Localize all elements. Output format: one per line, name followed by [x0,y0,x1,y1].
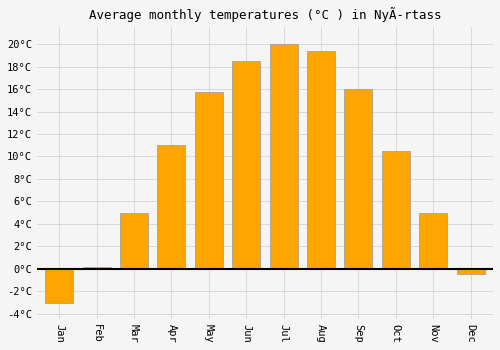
Bar [456,269,484,274]
Bar [419,213,447,269]
Bar [344,89,372,269]
Bar [232,61,260,269]
Bar [307,51,335,269]
Bar [120,213,148,269]
Bar [158,145,186,269]
Title: Average monthly temperatures (°C ) in NyÃ­rtass: Average monthly temperatures (°C ) in Ny… [88,7,441,22]
Bar [82,267,110,269]
Bar [270,44,297,269]
Bar [45,269,74,303]
Bar [382,151,410,269]
Bar [195,92,223,269]
